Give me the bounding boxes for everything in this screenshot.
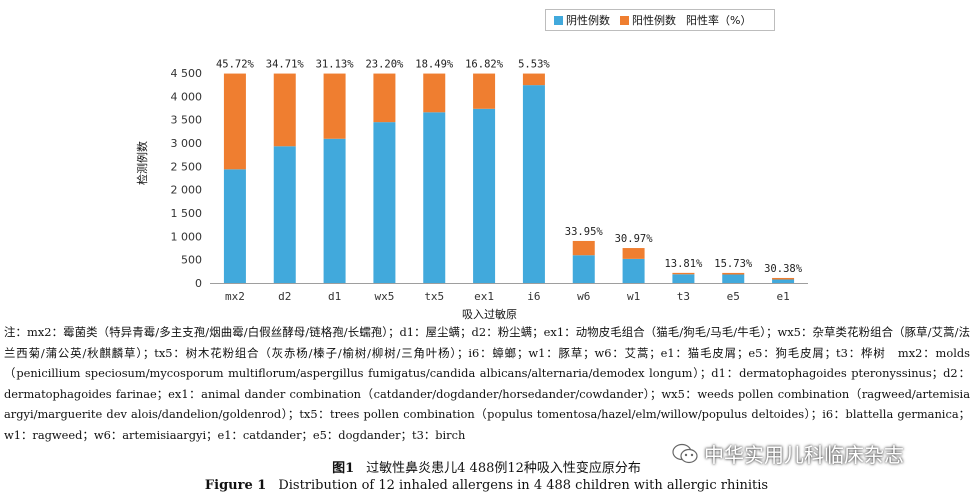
rate-data-label: 13.81%: [664, 258, 703, 270]
bar-positive: [423, 73, 446, 113]
stacked-bar-chart: 0 500 1 000 1 500 2 000 2 500 3 000 3 500 4 000 4…: [171, 59, 808, 303]
caption-english-label: Figure 1: [204, 478, 267, 493]
y-tick-label: 2 500: [171, 160, 203, 173]
rate-data-label: 30.97%: [615, 233, 654, 245]
x-tick-label: e5: [727, 290, 740, 303]
legend-rate-label: 阳性率（%）: [686, 14, 752, 27]
legend-positive-swatch: [620, 15, 629, 25]
legend-positive-label: 阳性例数: [632, 14, 676, 27]
x-tick-label: d1: [328, 290, 341, 303]
y-tick-label: 500: [181, 254, 202, 267]
legend-rate: 阳性率（%）: [686, 12, 751, 28]
x-tick-label: ex1: [474, 290, 494, 303]
rate-data-label: 23.20%: [365, 59, 404, 71]
x-tick-label: t3: [677, 290, 690, 303]
caption-english: Figure 1 Distribution of 12 inhaled aller…: [0, 478, 973, 493]
bar-negative: [473, 108, 496, 283]
y-tick-label: 4 500: [171, 67, 203, 80]
x-tick-label: d2: [278, 290, 291, 303]
bar-positive: [223, 73, 246, 170]
x-tick-label: w6: [577, 290, 590, 303]
wechat-icon: [672, 443, 698, 463]
y-tick-label: 0: [195, 277, 202, 290]
x-tick-label: mx2: [225, 290, 245, 303]
bar-negative: [722, 274, 745, 283]
bar-positive: [273, 73, 296, 147]
x-tick-label: wx5: [374, 290, 394, 303]
bar-negative: [223, 169, 246, 283]
chart-legend: 阴性例数 阳性例数 阳性率（%）: [545, 9, 775, 31]
x-tick-label: w1: [627, 290, 640, 303]
y-tick-label: 4 000: [171, 90, 203, 103]
caption-english-text: Distribution of 12 inhaled allergens in …: [278, 478, 769, 493]
x-tick-label: e1: [776, 290, 789, 303]
rate-data-label: 30.38%: [764, 263, 803, 275]
bar-negative: [423, 112, 446, 283]
rate-data-label: 33.95%: [565, 226, 604, 238]
bar-negative: [273, 146, 296, 283]
x-tick-label: tx5: [424, 290, 444, 303]
bar-negative: [373, 122, 396, 283]
rate-data-label: 31.13%: [316, 59, 355, 71]
rate-data-label: 18.49%: [415, 59, 454, 71]
legend-negative-label: 阴性例数: [566, 14, 610, 27]
x-axis-label: 吸入过敏原: [462, 308, 517, 321]
x-tick-label: i6: [527, 290, 540, 303]
bar-positive: [672, 272, 695, 275]
bar-negative: [323, 138, 346, 283]
bar-positive: [373, 73, 396, 123]
legend-negative-swatch: [554, 15, 563, 25]
y-tick-label: 2 000: [171, 184, 203, 197]
rate-data-label: 16.82%: [465, 59, 504, 71]
bar-negative: [622, 258, 645, 283]
y-tick-label: 1 000: [171, 230, 203, 243]
legend-negative: 阴性例数: [554, 12, 610, 28]
rate-data-label: 5.53%: [518, 59, 550, 71]
rate-data-label: 45.72%: [216, 59, 255, 71]
bar-positive: [473, 73, 496, 109]
figure-note: 注：mx2：霉菌类（特异青霉/多主支孢/烟曲霉/白假丝酵母/链格孢/长蠕孢）；d…: [4, 325, 970, 442]
bar-positive: [722, 272, 745, 275]
rate-data-label: 34.71%: [266, 59, 305, 71]
bar-positive: [772, 277, 795, 280]
bar-negative: [572, 255, 595, 283]
caption-chinese-text: 过敏性鼻炎患儿4 488例12种吸入性变应原分布: [366, 461, 641, 476]
bar-positive: [522, 73, 545, 86]
bar-negative: [772, 279, 795, 283]
caption-chinese-label: 图1: [332, 461, 355, 476]
rate-data-label: 15.73%: [714, 258, 753, 270]
y-tick-label: 3 000: [171, 137, 203, 150]
caption-chinese: 图1 过敏性鼻炎患儿4 488例12种吸入性变应原分布: [0, 457, 973, 476]
bar-positive: [572, 240, 595, 256]
y-tick-label: 3 500: [171, 114, 203, 127]
y-tick-label: 1 500: [171, 207, 203, 220]
bar-positive: [323, 73, 346, 139]
bar-negative: [672, 274, 695, 283]
journal-watermark: 中华实用儿科临床杂志: [672, 439, 904, 468]
legend-positive: 阳性例数: [620, 12, 676, 28]
watermark-text: 中华实用儿科临床杂志: [704, 443, 904, 467]
bar-negative: [522, 85, 545, 283]
bar-positive: [622, 248, 645, 259]
y-axis-label: 检测例数: [136, 141, 149, 185]
